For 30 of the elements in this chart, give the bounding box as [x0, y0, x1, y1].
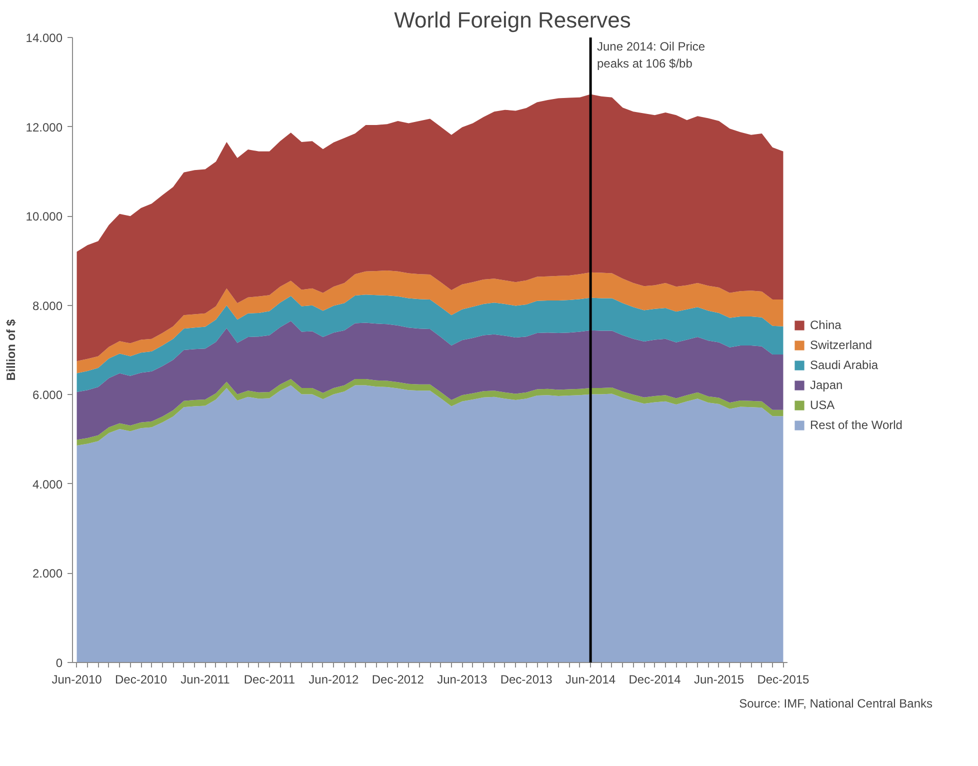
x-tick-label: Dec-2011	[244, 672, 296, 686]
legend-label: USA	[810, 398, 835, 412]
x-tick-label: Dec-2010	[114, 672, 168, 686]
y-tick-label: 14.000	[26, 31, 63, 45]
legend-label: Japan	[810, 378, 843, 392]
x-tick-label: Jun-2015	[694, 672, 744, 686]
legend-label: Switzerland	[810, 338, 872, 352]
ref-line-label: June 2014: Oil Price peaks at 106 $/bb	[596, 40, 706, 70]
chart-title: World Foreign Reserves	[394, 8, 631, 32]
legend-label: China	[810, 318, 842, 332]
legend-label: Rest of the World	[810, 418, 902, 432]
y-tick-label: 6.000	[32, 388, 63, 402]
x-tick-label: Jun-2010	[52, 672, 102, 686]
x-tick-label: Dec-2015	[757, 672, 810, 686]
x-tick-label: Jun-2014	[566, 672, 616, 686]
legend-label: Saudi Arabia	[810, 358, 878, 372]
x-tick-label: Dec-2012	[372, 672, 424, 686]
y-tick-label: 4.000	[32, 477, 63, 492]
y-axis-title: Billion of $	[4, 319, 18, 381]
y-tick-label: 10.000	[26, 210, 63, 224]
x-tick-label: Dec-2013	[500, 672, 553, 686]
x-tick-label: Dec-2014	[628, 672, 682, 686]
source-note: Source: IMF, National Central Banks	[739, 696, 933, 710]
y-tick-label: 8.000	[32, 298, 63, 313]
y-tick-label: 12.000	[26, 120, 63, 134]
x-tick-label: Jun-2011	[180, 672, 230, 686]
y-tick-label: 0	[56, 656, 63, 670]
x-tick-label: Jun-2012	[308, 672, 360, 686]
x-tick-label: Jun-2013	[437, 672, 488, 686]
y-tick-label: 2.000	[32, 566, 63, 581]
